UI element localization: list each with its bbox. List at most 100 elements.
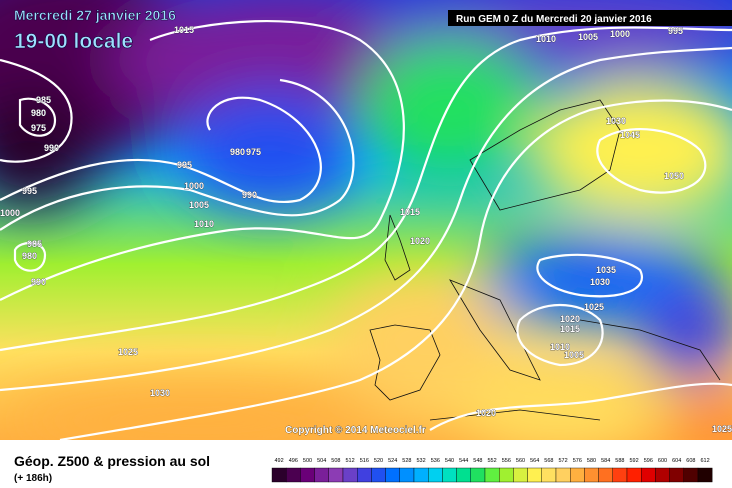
legend-swatch — [413, 467, 429, 483]
isobars — [0, 19, 732, 440]
isobar-label: 985 — [36, 95, 51, 105]
legend-level: 568 — [544, 458, 553, 464]
legend-level: 592 — [630, 458, 639, 464]
legend-level: 600 — [658, 458, 667, 464]
legend-swatch — [570, 467, 585, 483]
isobar-label: 980 — [22, 251, 37, 261]
legend-level: 584 — [601, 458, 610, 464]
run-banner — [448, 10, 732, 26]
legend-level: 516 — [360, 458, 369, 464]
legend-swatch — [357, 467, 372, 483]
legend-level: 560 — [516, 458, 525, 464]
isobar-label: 1020 — [410, 236, 430, 246]
legend-level: 520 — [374, 458, 383, 464]
legend-swatch — [399, 467, 415, 483]
legend-level: 596 — [644, 458, 653, 464]
legend-swatch — [300, 467, 315, 483]
isobar-label: 1010 — [550, 342, 570, 352]
isobar-label: 1005 — [578, 32, 598, 42]
legend-swatch — [371, 467, 386, 483]
legend-swatch — [669, 467, 684, 483]
isobar-label: 1010 — [536, 34, 556, 44]
legend-level: 604 — [672, 458, 681, 464]
isobar-label: 1030 — [150, 388, 170, 398]
legend-swatch — [484, 467, 500, 483]
isobar-label: 1015 — [560, 324, 580, 334]
isobar-label: 980 — [230, 147, 245, 157]
legend-level: 556 — [502, 458, 511, 464]
isobar-label: 985 — [27, 239, 42, 249]
color-legend: 492 496 500 504 508 512 516 520 524 528 532 536 540 5… — [271, 458, 713, 483]
forecast-date: Mercredi 27 janvier 2016 — [14, 7, 176, 23]
legend-swatch — [541, 467, 557, 483]
isobar-label: 995 — [22, 186, 37, 196]
legend-level: 512 — [346, 458, 355, 464]
run-info: Run GEM 0 Z du Mercredi 20 janvier 2016 — [456, 14, 652, 25]
isobar-label: 1000 — [0, 208, 20, 218]
legend-level: 552 — [488, 458, 497, 464]
legend-swatch — [442, 467, 457, 483]
legend-swatch — [328, 467, 344, 483]
legend-swatch — [683, 467, 699, 483]
isobar-label: 1000 — [610, 29, 630, 39]
legend-level: 504 — [317, 458, 326, 464]
legend-swatch — [612, 467, 628, 483]
isobar-label: 1045 — [620, 130, 640, 140]
legend-swatch — [555, 467, 571, 483]
map-field — [0, 0, 732, 440]
legend-level: 540 — [445, 458, 454, 464]
isobar-label: 995 — [668, 26, 683, 36]
isobar-label: 980 — [31, 108, 46, 118]
legend-level: 528 — [402, 458, 411, 464]
forecast-time: 19-00 locale — [14, 30, 133, 53]
legend-swatch — [527, 467, 542, 483]
legend-swatch — [598, 467, 613, 483]
legend-level: 608 — [686, 458, 695, 464]
legend-level: 496 — [289, 458, 298, 464]
isobar-label: 1010 — [194, 219, 214, 229]
isobar-label: 1005 — [564, 350, 584, 360]
legend-swatch — [428, 467, 443, 483]
legend-level: 588 — [615, 458, 624, 464]
isobar-label: 1015 — [400, 207, 420, 217]
legend-swatch — [342, 467, 358, 483]
legend-level: 508 — [331, 458, 340, 464]
legend-swatch — [456, 467, 472, 483]
legend-level: 536 — [431, 458, 440, 464]
legend-swatch — [385, 467, 401, 483]
legend-swatch — [584, 467, 599, 483]
isobar-label: 1020 — [560, 314, 580, 324]
isobar-label: 990 — [44, 143, 59, 153]
legend-level: 612 — [701, 458, 710, 464]
legend-swatch — [499, 467, 514, 483]
isobar-label: 1030 — [590, 277, 610, 287]
legend-swatch — [697, 467, 713, 483]
lead-time: (+ 186h) — [14, 473, 52, 484]
isobar-label: 990 — [242, 190, 257, 200]
copyright: Copyright © 2014 Meteociel.fr — [285, 425, 426, 436]
isobar-label: 1015 — [174, 25, 194, 35]
legend-level: 580 — [587, 458, 596, 464]
legend-swatch — [513, 467, 528, 483]
isobar-label: 1050 — [664, 171, 684, 181]
legend-level: 572 — [559, 458, 568, 464]
isobar-label: 995 — [177, 160, 192, 170]
legend-level: 564 — [530, 458, 539, 464]
legend-level: 500 — [303, 458, 312, 464]
isobar-label: 1025 — [584, 302, 604, 312]
isobar-label: 990 — [31, 277, 46, 287]
isobar-label: 975 — [31, 123, 46, 133]
legend-swatch — [655, 467, 670, 483]
legend-swatch — [626, 467, 642, 483]
isobar-label: 1035 — [596, 265, 616, 275]
isobar-label: 1025 — [118, 347, 138, 357]
footer-title: Géop. Z500 & pression au sol — [14, 453, 210, 469]
legend-level: 532 — [417, 458, 426, 464]
legend-level: 548 — [473, 458, 482, 464]
legend-swatch — [271, 467, 287, 483]
isobar-label: 1000 — [184, 181, 204, 191]
legend-level: 576 — [573, 458, 582, 464]
